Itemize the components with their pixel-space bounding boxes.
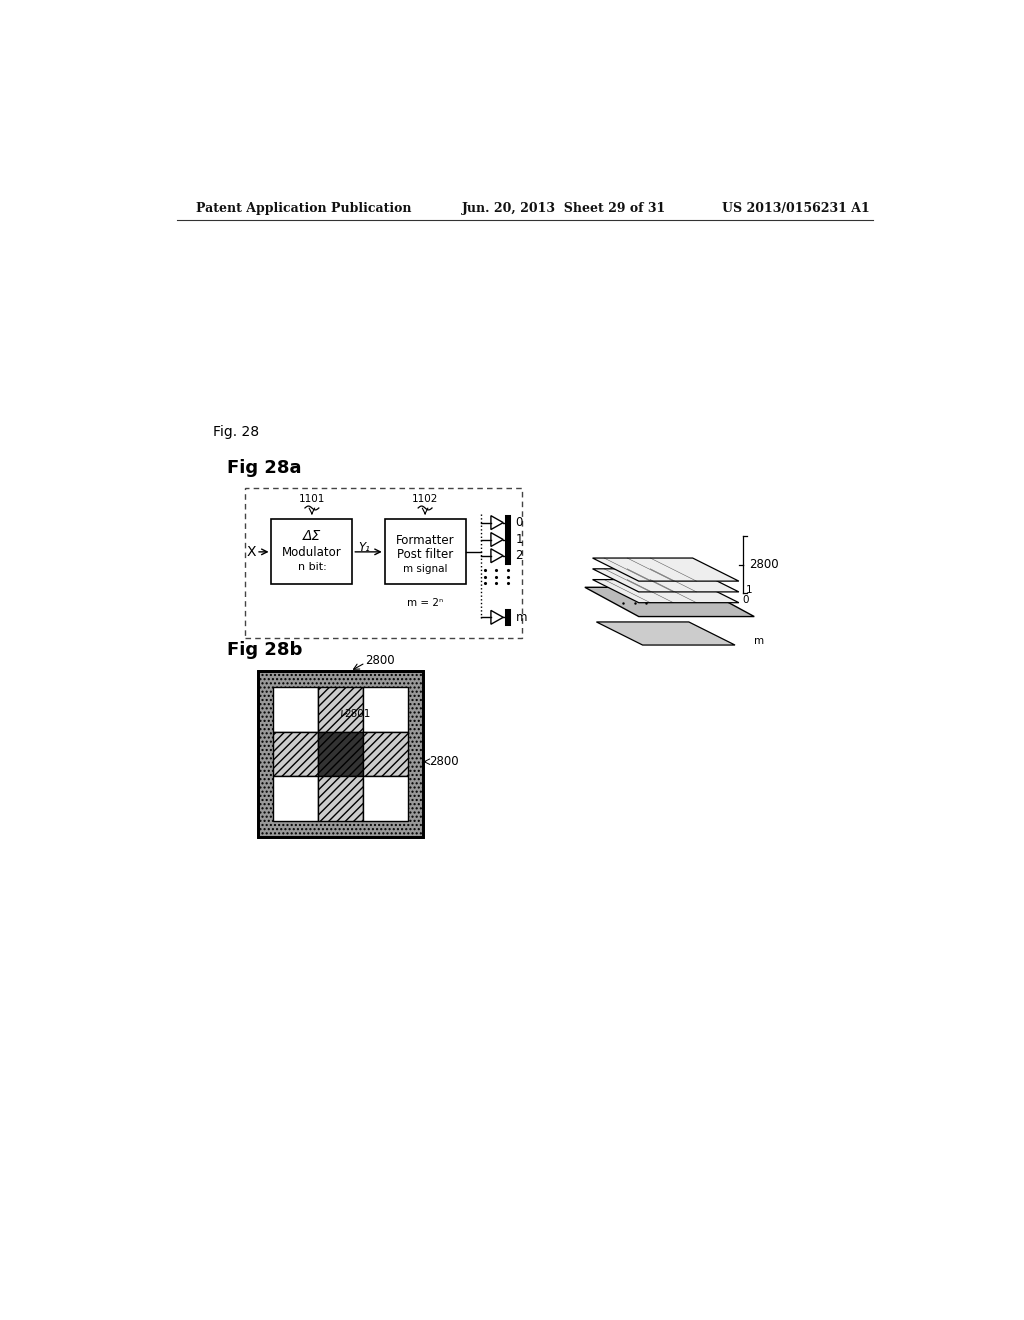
- Bar: [245, 488, 521, 638]
- Bar: [317, 731, 362, 776]
- Bar: [362, 686, 408, 731]
- Text: 0: 0: [742, 595, 750, 606]
- Text: Modulator: Modulator: [282, 546, 342, 560]
- Bar: [271, 519, 352, 585]
- Bar: [273, 776, 317, 821]
- Text: m: m: [515, 611, 527, 624]
- Polygon shape: [593, 579, 739, 603]
- Text: 1: 1: [745, 585, 753, 595]
- Text: Post filter: Post filter: [397, 548, 454, 561]
- Text: Patent Application Publication: Patent Application Publication: [196, 202, 412, 215]
- Text: 2800: 2800: [366, 653, 395, 667]
- Text: Formatter: Formatter: [395, 533, 455, 546]
- Text: 2801: 2801: [344, 709, 371, 718]
- Text: Fig. 28: Fig. 28: [213, 425, 259, 438]
- Bar: [273, 731, 317, 776]
- Text: X: X: [247, 545, 256, 558]
- Bar: [385, 519, 466, 585]
- Text: 1: 1: [515, 533, 523, 546]
- Text: Fig 28b: Fig 28b: [226, 640, 302, 659]
- Text: m signal: m signal: [402, 564, 447, 574]
- Text: ΔΣ: ΔΣ: [303, 529, 321, 543]
- Text: m = 2ⁿ: m = 2ⁿ: [407, 598, 443, 609]
- Bar: [362, 776, 408, 821]
- Text: 1102: 1102: [412, 494, 438, 504]
- Text: 1101: 1101: [299, 494, 325, 504]
- Polygon shape: [593, 558, 739, 581]
- Text: 0: 0: [515, 516, 523, 529]
- Polygon shape: [585, 587, 755, 616]
- Bar: [317, 776, 362, 821]
- Text: Jun. 20, 2013  Sheet 29 of 31: Jun. 20, 2013 Sheet 29 of 31: [462, 202, 666, 215]
- Text: 2800: 2800: [749, 558, 778, 572]
- Bar: [258, 671, 423, 837]
- Text: m: m: [755, 636, 764, 647]
- Bar: [362, 731, 408, 776]
- Text: US 2013/0156231 A1: US 2013/0156231 A1: [722, 202, 869, 215]
- Bar: [317, 686, 362, 731]
- Text: 2: 2: [515, 549, 523, 562]
- Text: Fig 28a: Fig 28a: [226, 459, 301, 477]
- Text: 2800: 2800: [429, 755, 459, 768]
- Bar: [258, 671, 423, 837]
- Text: n bit:: n bit:: [298, 562, 327, 573]
- Bar: [273, 686, 317, 731]
- Text: Y₁: Y₁: [358, 541, 370, 554]
- Polygon shape: [596, 622, 735, 645]
- Polygon shape: [593, 569, 739, 591]
